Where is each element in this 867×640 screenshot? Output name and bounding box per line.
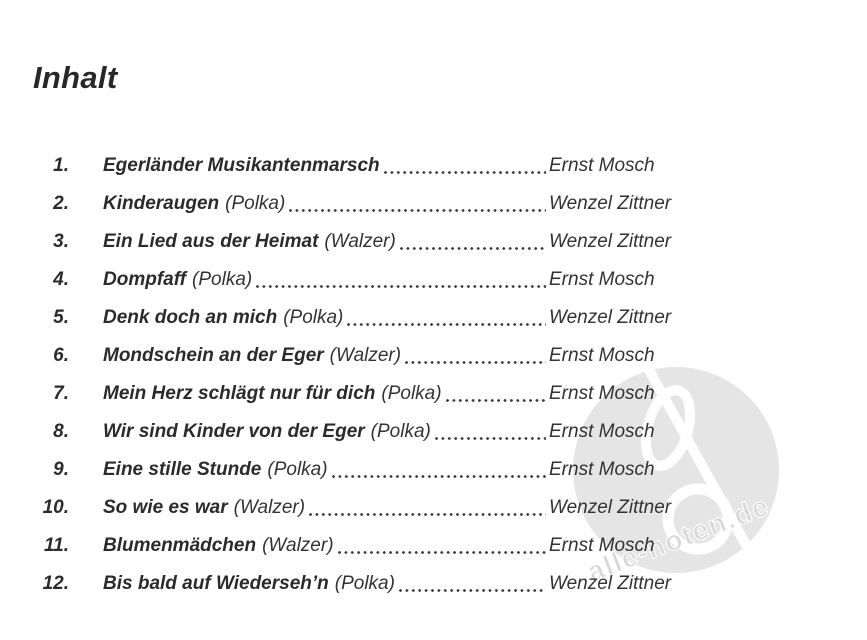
toc-item-main: Bis bald auf Wiederseh’n (Polka) bbox=[103, 565, 549, 603]
toc-item-descriptor: (Walzer) bbox=[324, 231, 396, 252]
toc-row: 1. Egerländer Musikantenmarsch Ernst Mos… bbox=[36, 147, 701, 185]
toc-item-main: Ein Lied aus der Heimat (Walzer) bbox=[103, 223, 549, 261]
toc-item-number: 1. bbox=[53, 155, 69, 176]
toc-item-descriptor: (Walzer) bbox=[233, 497, 306, 518]
toc-item-main: Eine stille Stunde (Polka) bbox=[103, 451, 549, 489]
toc-item-title: Dompfaff bbox=[103, 269, 187, 290]
dot-leader bbox=[309, 513, 546, 516]
dot-leader bbox=[289, 209, 546, 212]
toc-item-composer: Wenzel Zittner bbox=[549, 307, 672, 328]
toc-item-title: Kinderaugen bbox=[103, 193, 220, 214]
toc-item-number: 2. bbox=[53, 193, 69, 214]
toc-row: 5. Denk doch an mich (Polka) Wenzel Zitt… bbox=[36, 299, 701, 337]
toc-item-descriptor: (Polka) bbox=[370, 421, 431, 442]
dot-leader bbox=[331, 475, 546, 478]
toc-item-title: So wie es war bbox=[103, 497, 228, 518]
toc-item-main: So wie es war (Walzer) bbox=[103, 489, 549, 527]
toc-item-main: Mein Herz schlägt nur für dich (Polka) bbox=[103, 375, 549, 413]
toc-item-composer: Ernst Mosch bbox=[549, 535, 655, 556]
toc-item-descriptor: (Polka) bbox=[225, 193, 286, 214]
toc-item-descriptor: (Polka) bbox=[283, 307, 344, 328]
toc-item-main: Blumenmädchen (Walzer) bbox=[103, 527, 549, 565]
toc-row: 4. Dompfaff (Polka) Ernst Mosch bbox=[36, 261, 701, 299]
toc-item-composer: Ernst Mosch bbox=[549, 155, 655, 176]
toc-row: 10. So wie es war (Walzer) Wenzel Zittne… bbox=[36, 489, 701, 527]
page-title: Inhalt bbox=[33, 60, 118, 95]
toc-row: 12. Bis bald auf Wiederseh’n (Polka) Wen… bbox=[36, 565, 701, 603]
toc-item-number: 8. bbox=[53, 421, 69, 442]
toc-item-number: 10. bbox=[42, 497, 69, 518]
toc-list: 1. Egerländer Musikantenmarsch Ernst Mos… bbox=[36, 147, 701, 603]
toc-item-main: Denk doch an mich (Polka) bbox=[103, 299, 549, 337]
toc-item-number: 11. bbox=[43, 535, 69, 556]
toc-item-main: Egerländer Musikantenmarsch bbox=[103, 147, 549, 185]
toc-item-composer: Ernst Mosch bbox=[549, 383, 655, 404]
toc-item-main: Kinderaugen (Polka) bbox=[103, 185, 549, 223]
dot-leader bbox=[405, 361, 546, 364]
toc-item-number: 3. bbox=[53, 231, 69, 252]
toc-item-descriptor: (Polka) bbox=[267, 459, 328, 480]
toc-item-title: Wir sind Kinder von der Eger bbox=[103, 421, 365, 442]
toc-item-composer: Wenzel Zittner bbox=[549, 231, 672, 252]
toc-item-number: 6. bbox=[53, 345, 69, 366]
dot-leader bbox=[383, 171, 546, 174]
toc-item-title: Egerländer Musikantenmarsch bbox=[103, 155, 380, 176]
toc-item-composer: Wenzel Zittner bbox=[549, 573, 672, 594]
toc-item-number: 7. bbox=[53, 383, 69, 404]
toc-row: 9. Eine stille Stunde (Polka) Ernst Mosc… bbox=[36, 451, 701, 489]
dot-leader bbox=[347, 323, 546, 326]
toc-item-composer: Wenzel Zittner bbox=[549, 497, 672, 518]
toc-row: 3. Ein Lied aus der Heimat (Walzer) Wenz… bbox=[36, 223, 701, 261]
toc-item-composer: Ernst Mosch bbox=[549, 345, 655, 366]
toc-item-title: Bis bald auf Wiederseh’n bbox=[103, 573, 329, 594]
toc-item-number: 12. bbox=[42, 573, 69, 594]
toc-item-descriptor: (Polka) bbox=[334, 573, 395, 594]
toc-item-composer: Wenzel Zittner bbox=[549, 193, 672, 214]
toc-item-descriptor: (Walzer) bbox=[329, 345, 402, 366]
toc-item-descriptor: (Walzer) bbox=[262, 535, 334, 556]
toc-item-number: 4. bbox=[53, 269, 69, 290]
toc-item-title: Blumenmädchen bbox=[103, 535, 257, 556]
toc-item-main: Wir sind Kinder von der Eger (Polka) bbox=[103, 413, 549, 451]
toc-item-title: Mein Herz schlägt nur für dich bbox=[103, 383, 376, 404]
toc-item-title: Denk doch an mich bbox=[103, 307, 278, 328]
toc-item-title: Eine stille Stunde bbox=[103, 459, 262, 480]
toc-row: 11. Blumenmädchen (Walzer) Ernst Mosch bbox=[36, 527, 701, 565]
toc-row: 2. Kinderaugen (Polka) Wenzel Zittner bbox=[36, 185, 701, 223]
dot-leader bbox=[399, 247, 546, 250]
toc-row: 8. Wir sind Kinder von der Eger (Polka) … bbox=[36, 413, 701, 451]
dot-leader bbox=[256, 285, 546, 288]
dot-leader bbox=[337, 551, 546, 554]
toc-item-descriptor: (Polka) bbox=[192, 269, 253, 290]
dot-leader bbox=[434, 437, 546, 440]
dot-leader bbox=[398, 589, 546, 592]
toc-item-composer: Ernst Mosch bbox=[549, 269, 655, 290]
toc-item-composer: Ernst Mosch bbox=[549, 421, 655, 442]
toc-row: 6. Mondschein an der Eger (Walzer) Ernst… bbox=[36, 337, 701, 375]
toc-item-title: Mondschein an der Eger bbox=[103, 345, 324, 366]
toc-item-title: Ein Lied aus der Heimat bbox=[103, 231, 319, 252]
toc-item-main: Dompfaff (Polka) bbox=[103, 261, 549, 299]
toc-item-number: 5. bbox=[53, 307, 69, 328]
toc-item-composer: Ernst Mosch bbox=[549, 459, 655, 480]
dot-leader bbox=[445, 399, 546, 402]
toc-row: 7. Mein Herz schlägt nur für dich (Polka… bbox=[36, 375, 701, 413]
toc-item-descriptor: (Polka) bbox=[381, 383, 442, 404]
toc-item-main: Mondschein an der Eger (Walzer) bbox=[103, 337, 549, 375]
toc-item-number: 9. bbox=[53, 459, 69, 480]
